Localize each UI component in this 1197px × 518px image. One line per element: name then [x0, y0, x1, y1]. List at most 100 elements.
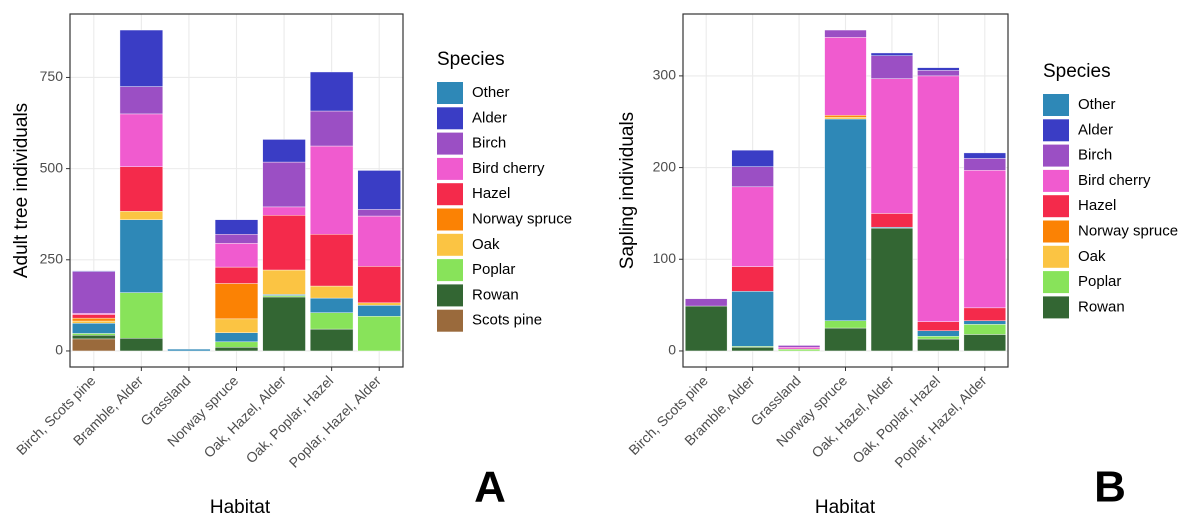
- bar-segment: [214, 347, 259, 352]
- bar-segment: [357, 316, 401, 352]
- legend-key: [1043, 94, 1069, 116]
- legend-label: Other: [1078, 96, 1116, 113]
- bar-segment: [72, 270, 116, 272]
- legend-key: [1043, 220, 1069, 243]
- bar-segment: [72, 333, 116, 336]
- bar-segment: [310, 297, 354, 313]
- bar-segment: [917, 75, 960, 322]
- bar-segment: [824, 118, 867, 321]
- bar-segment: [262, 269, 306, 295]
- bar-segment: [119, 113, 163, 167]
- bar-segment: [963, 324, 1006, 335]
- bar-segment: [262, 296, 306, 352]
- bar-segment: [310, 312, 354, 330]
- x-tick-label: Birch, Scots pine: [13, 372, 99, 458]
- bar-segment: [119, 86, 163, 115]
- y-tick-label: 0: [668, 342, 676, 358]
- legend-key: [437, 157, 463, 180]
- bar-segment: [262, 215, 306, 271]
- legend-label: Alder: [1078, 121, 1113, 138]
- bar-segment: [963, 320, 1006, 325]
- legend-key: [437, 284, 463, 307]
- bar-segment: [963, 307, 1006, 321]
- y-tick-label: 0: [55, 342, 63, 358]
- bar-segment: [214, 318, 259, 333]
- x-axis-title: Habitat: [210, 497, 271, 518]
- legend-key: [1043, 144, 1069, 167]
- bar-segment: [870, 55, 914, 79]
- bar-segment: [214, 234, 259, 244]
- bar-segment: [119, 166, 163, 212]
- legend-label: Norway spruce: [472, 210, 572, 227]
- bar-segment: [262, 206, 306, 216]
- legend-title: Species: [1043, 61, 1111, 82]
- x-tick-label: Oak, Poplar, Hazel: [243, 372, 337, 466]
- bar-segment: [731, 149, 774, 167]
- legend-key: [1043, 245, 1069, 268]
- legend-label: Poplar: [472, 261, 515, 278]
- legend-label: Oak: [1078, 248, 1106, 265]
- bar-segment: [917, 67, 960, 71]
- x-axis-title: Habitat: [815, 497, 876, 518]
- bar-segment: [963, 170, 1006, 309]
- panel-label: A: [474, 463, 506, 512]
- bar-segment: [870, 213, 914, 228]
- bar-segment: [262, 295, 306, 298]
- bar-segment: [777, 348, 821, 352]
- bar-segment: [963, 334, 1006, 352]
- bar-segment: [310, 328, 354, 352]
- bar-segment: [824, 327, 867, 352]
- bar-segment: [963, 152, 1006, 159]
- bar-segment: [870, 227, 914, 352]
- legend-key: [437, 132, 463, 155]
- legend-label: Birch: [1078, 147, 1112, 164]
- legend-label: Poplar: [1078, 273, 1121, 290]
- y-tick-label: 200: [653, 158, 677, 174]
- bar-segment: [167, 348, 211, 352]
- bar-segment: [357, 266, 401, 304]
- y-tick-label: 300: [653, 67, 677, 83]
- bar-segment: [310, 71, 354, 112]
- bar-segment: [72, 317, 116, 322]
- plot-border: [682, 13, 1009, 368]
- bar-segment: [119, 29, 163, 87]
- bar-segment: [72, 335, 116, 340]
- legend-key: [1043, 271, 1069, 294]
- bar-segment: [731, 166, 774, 188]
- bar-segment: [731, 266, 774, 292]
- legend-key: [437, 233, 463, 256]
- bar-segment: [824, 115, 867, 118]
- legend-label: Hazel: [472, 185, 510, 202]
- bar-segment: [214, 266, 259, 284]
- legend-key: [1043, 169, 1069, 192]
- legend-label: Birch: [472, 135, 506, 152]
- panel-label: B: [1094, 463, 1126, 512]
- bar-segment: [214, 219, 259, 235]
- x-tick-label: Oak, Poplar, Hazel: [849, 372, 943, 466]
- bar-segment: [917, 338, 960, 352]
- legend-key: [1043, 119, 1069, 142]
- legend-label: Oak: [472, 236, 500, 253]
- y-axis-title: Sapling individuals: [617, 112, 638, 269]
- bar-segment: [262, 139, 306, 163]
- bar-segment: [119, 337, 163, 352]
- bar-segment: [119, 292, 163, 339]
- y-axis-title: Adult tree individuals: [11, 103, 32, 278]
- bar-segment: [262, 161, 306, 208]
- bar-segment: [214, 332, 259, 343]
- legend-key: [437, 107, 463, 130]
- bar-segment: [214, 283, 259, 320]
- bar-segment: [824, 29, 867, 38]
- bar-segment: [72, 320, 116, 324]
- bar-segment: [824, 37, 867, 116]
- bar-segment: [357, 302, 401, 306]
- legend-label: Scots pine: [472, 312, 542, 329]
- legend-label: Rowan: [472, 286, 519, 303]
- bar-segment: [963, 158, 1006, 171]
- legend-key: [1043, 296, 1069, 319]
- bar-segment: [72, 314, 116, 319]
- bar-segment: [310, 110, 354, 147]
- bar-segment: [777, 345, 821, 348]
- legend-title: Species: [437, 49, 505, 70]
- bar-segment: [685, 305, 728, 352]
